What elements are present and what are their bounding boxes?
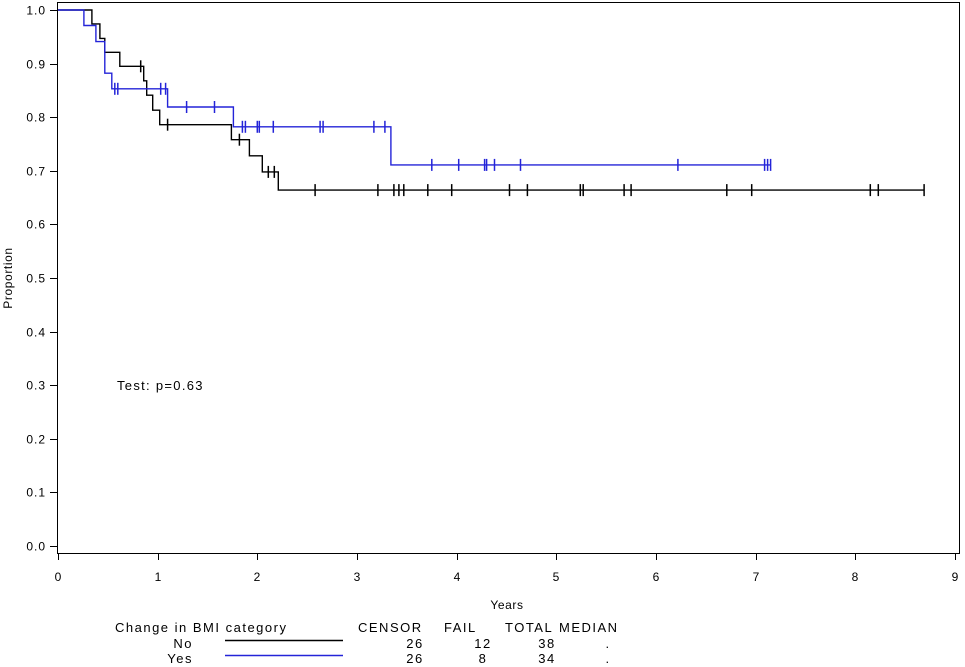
- series-line-no: [58, 9, 925, 191]
- legend-header-median: MEDIAN: [559, 620, 619, 635]
- x-tick-label: 4: [454, 570, 462, 584]
- y-tick-label: 0.7: [26, 165, 46, 179]
- y-tick-label: 0.9: [26, 58, 46, 72]
- legend-median-value: .: [605, 636, 610, 651]
- legend: Change in BMI category CENSOR FAIL TOTAL…: [115, 620, 619, 666]
- y-axis: 0.0 0.1 0.2 0.3 0.4 0.5 0.6 0.7 0.8 0.9 1.0: [26, 4, 58, 554]
- series-group: [58, 9, 925, 197]
- y-tick-label: 0.0: [26, 540, 46, 554]
- legend-header-total: TOTAL: [505, 620, 553, 635]
- test-annotation: Test: p=0.63: [117, 378, 204, 393]
- x-tick-label: 3: [354, 570, 362, 584]
- x-tick-label: 1: [155, 570, 163, 584]
- legend-row-label: No: [173, 636, 193, 651]
- y-tick-label: 1.0: [26, 4, 46, 18]
- y-tick-label: 0.2: [26, 433, 46, 447]
- legend-header-censor: CENSOR: [358, 620, 423, 635]
- x-tick-label: 5: [553, 570, 561, 584]
- legend-row-label: Yes: [167, 651, 193, 666]
- x-axis: 0 1 2 3 4 5 6 7 8 9: [55, 553, 960, 584]
- series-yes: [58, 9, 772, 171]
- x-tick-label: 0: [55, 570, 63, 584]
- legend-row-no: No 26 12 38 .: [173, 636, 610, 651]
- legend-row-yes: Yes 26 8 34 .: [167, 651, 610, 666]
- x-tick-label: 2: [254, 570, 262, 584]
- legend-censor-value: 26: [406, 651, 423, 666]
- legend-title: Change in BMI category: [115, 620, 287, 635]
- x-tick-label: 6: [653, 570, 661, 584]
- series-no: [58, 9, 925, 197]
- series-line-yes: [58, 9, 771, 166]
- y-tick-label: 0.5: [26, 272, 46, 286]
- plot-frame: [57, 2, 960, 554]
- legend-fail-value: 12: [474, 636, 491, 651]
- x-tick-label: 8: [852, 570, 860, 584]
- legend-header-fail: FAIL: [444, 620, 477, 635]
- legend-total-value: 34: [538, 651, 555, 666]
- x-tick-label: 9: [952, 570, 960, 584]
- y-tick-label: 0.6: [26, 218, 46, 232]
- x-axis-title: Years: [490, 598, 523, 612]
- y-tick-label: 0.1: [26, 486, 46, 500]
- legend-censor-value: 26: [406, 636, 423, 651]
- legend-total-value: 38: [538, 636, 555, 651]
- x-tick-label: 7: [753, 570, 761, 584]
- y-tick-label: 0.8: [26, 111, 46, 125]
- y-tick-label: 0.4: [26, 326, 46, 340]
- legend-median-value: .: [605, 651, 610, 666]
- y-axis-title: Proportion: [1, 247, 15, 308]
- y-tick-label: 0.3: [26, 379, 46, 393]
- legend-fail-value: 8: [479, 651, 488, 666]
